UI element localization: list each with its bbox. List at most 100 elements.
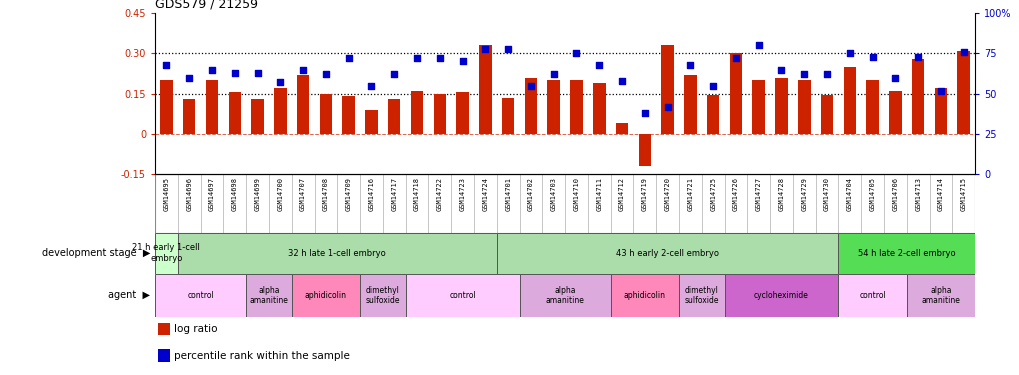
Text: log ratio: log ratio bbox=[174, 324, 218, 334]
Bar bbox=[342, 96, 355, 134]
Bar bbox=[319, 94, 332, 134]
Text: GSM14726: GSM14726 bbox=[733, 177, 738, 211]
Text: GSM14722: GSM14722 bbox=[436, 177, 442, 211]
Bar bbox=[433, 94, 445, 134]
Point bbox=[181, 75, 198, 81]
Text: GSM14706: GSM14706 bbox=[892, 177, 898, 211]
Text: GSM14696: GSM14696 bbox=[186, 177, 192, 211]
Point bbox=[728, 55, 744, 61]
Bar bbox=[774, 78, 787, 134]
Text: GDS579 / 21259: GDS579 / 21259 bbox=[155, 0, 258, 10]
Text: GSM14705: GSM14705 bbox=[869, 177, 874, 211]
Bar bbox=[797, 80, 810, 134]
Bar bbox=[838, 232, 974, 274]
Text: GSM14725: GSM14725 bbox=[709, 177, 715, 211]
Point bbox=[363, 83, 379, 89]
Text: GSM14695: GSM14695 bbox=[163, 177, 169, 211]
Text: agent  ▶: agent ▶ bbox=[108, 290, 150, 300]
Bar bbox=[297, 75, 309, 134]
Point bbox=[204, 67, 220, 73]
Point bbox=[887, 75, 903, 81]
Bar bbox=[158, 350, 170, 362]
Point bbox=[659, 104, 676, 110]
Point bbox=[386, 71, 403, 77]
Bar bbox=[706, 95, 718, 134]
Text: GSM14718: GSM14718 bbox=[414, 177, 420, 211]
Text: control: control bbox=[448, 291, 476, 300]
Point bbox=[499, 46, 516, 52]
Point bbox=[409, 55, 425, 61]
Bar bbox=[158, 322, 170, 336]
Text: GSM14721: GSM14721 bbox=[687, 177, 693, 211]
Text: alpha
amanitine: alpha amanitine bbox=[545, 286, 584, 305]
Bar bbox=[615, 123, 628, 134]
Bar bbox=[679, 274, 723, 317]
Text: GSM14723: GSM14723 bbox=[460, 177, 465, 211]
Bar bbox=[911, 59, 923, 134]
Bar bbox=[752, 80, 764, 134]
Bar bbox=[206, 80, 218, 134]
Text: 43 h early 2-cell embryo: 43 h early 2-cell embryo bbox=[615, 249, 718, 258]
Bar bbox=[155, 232, 177, 274]
Point bbox=[796, 71, 812, 77]
Text: 32 h late 1-cell embryo: 32 h late 1-cell embryo bbox=[288, 249, 386, 258]
Text: GSM14701: GSM14701 bbox=[504, 177, 511, 211]
Text: aphidicolin: aphidicolin bbox=[305, 291, 346, 300]
Text: GSM14710: GSM14710 bbox=[573, 177, 579, 211]
Bar bbox=[519, 274, 610, 317]
Bar bbox=[684, 75, 696, 134]
Text: GSM14714: GSM14714 bbox=[937, 177, 943, 211]
Text: 21 h early 1-cell
embryo: 21 h early 1-cell embryo bbox=[132, 243, 200, 263]
Text: GSM14711: GSM14711 bbox=[596, 177, 601, 211]
Point bbox=[158, 62, 174, 68]
Text: GSM14709: GSM14709 bbox=[345, 177, 352, 211]
Text: dimethyl
sulfoxide: dimethyl sulfoxide bbox=[684, 286, 718, 305]
Text: GSM14702: GSM14702 bbox=[528, 177, 533, 211]
Bar bbox=[501, 98, 514, 134]
Text: cycloheximide: cycloheximide bbox=[753, 291, 808, 300]
Bar bbox=[155, 274, 246, 317]
Bar bbox=[246, 274, 291, 317]
Bar bbox=[251, 99, 264, 134]
Point bbox=[818, 71, 835, 77]
Bar bbox=[360, 274, 406, 317]
Bar bbox=[274, 88, 286, 134]
Bar bbox=[406, 274, 519, 317]
Bar bbox=[411, 91, 423, 134]
Bar bbox=[610, 274, 679, 317]
Point bbox=[226, 70, 243, 76]
Point bbox=[841, 51, 857, 57]
Text: GSM14699: GSM14699 bbox=[255, 177, 260, 211]
Bar bbox=[479, 45, 491, 134]
Text: development stage  ▶: development stage ▶ bbox=[42, 248, 150, 258]
Bar bbox=[865, 80, 878, 134]
Text: GSM14712: GSM14712 bbox=[619, 177, 625, 211]
Bar bbox=[387, 99, 400, 134]
Text: 54 h late 2-cell embryo: 54 h late 2-cell embryo bbox=[857, 249, 955, 258]
Bar bbox=[843, 67, 855, 134]
Bar bbox=[177, 232, 496, 274]
Text: GSM14698: GSM14698 bbox=[231, 177, 237, 211]
Point bbox=[454, 58, 471, 64]
Text: GSM14700: GSM14700 bbox=[277, 177, 283, 211]
Text: GSM14704: GSM14704 bbox=[846, 177, 852, 211]
Bar bbox=[723, 274, 838, 317]
Bar bbox=[957, 51, 969, 134]
Bar bbox=[291, 274, 360, 317]
Bar bbox=[182, 99, 196, 134]
Text: GSM14730: GSM14730 bbox=[823, 177, 829, 211]
Bar bbox=[660, 45, 674, 134]
Text: control: control bbox=[187, 291, 214, 300]
Point bbox=[545, 71, 561, 77]
Text: GSM14729: GSM14729 bbox=[801, 177, 806, 211]
Text: GSM14720: GSM14720 bbox=[664, 177, 669, 211]
Text: GSM14715: GSM14715 bbox=[960, 177, 966, 211]
Point bbox=[318, 71, 334, 77]
Text: aphidicolin: aphidicolin bbox=[624, 291, 665, 300]
Point bbox=[568, 51, 584, 57]
Text: alpha
amanitine: alpha amanitine bbox=[920, 286, 960, 305]
Text: GSM14708: GSM14708 bbox=[323, 177, 328, 211]
Text: GSM14713: GSM14713 bbox=[914, 177, 920, 211]
Point bbox=[340, 55, 357, 61]
Text: GSM14717: GSM14717 bbox=[391, 177, 396, 211]
